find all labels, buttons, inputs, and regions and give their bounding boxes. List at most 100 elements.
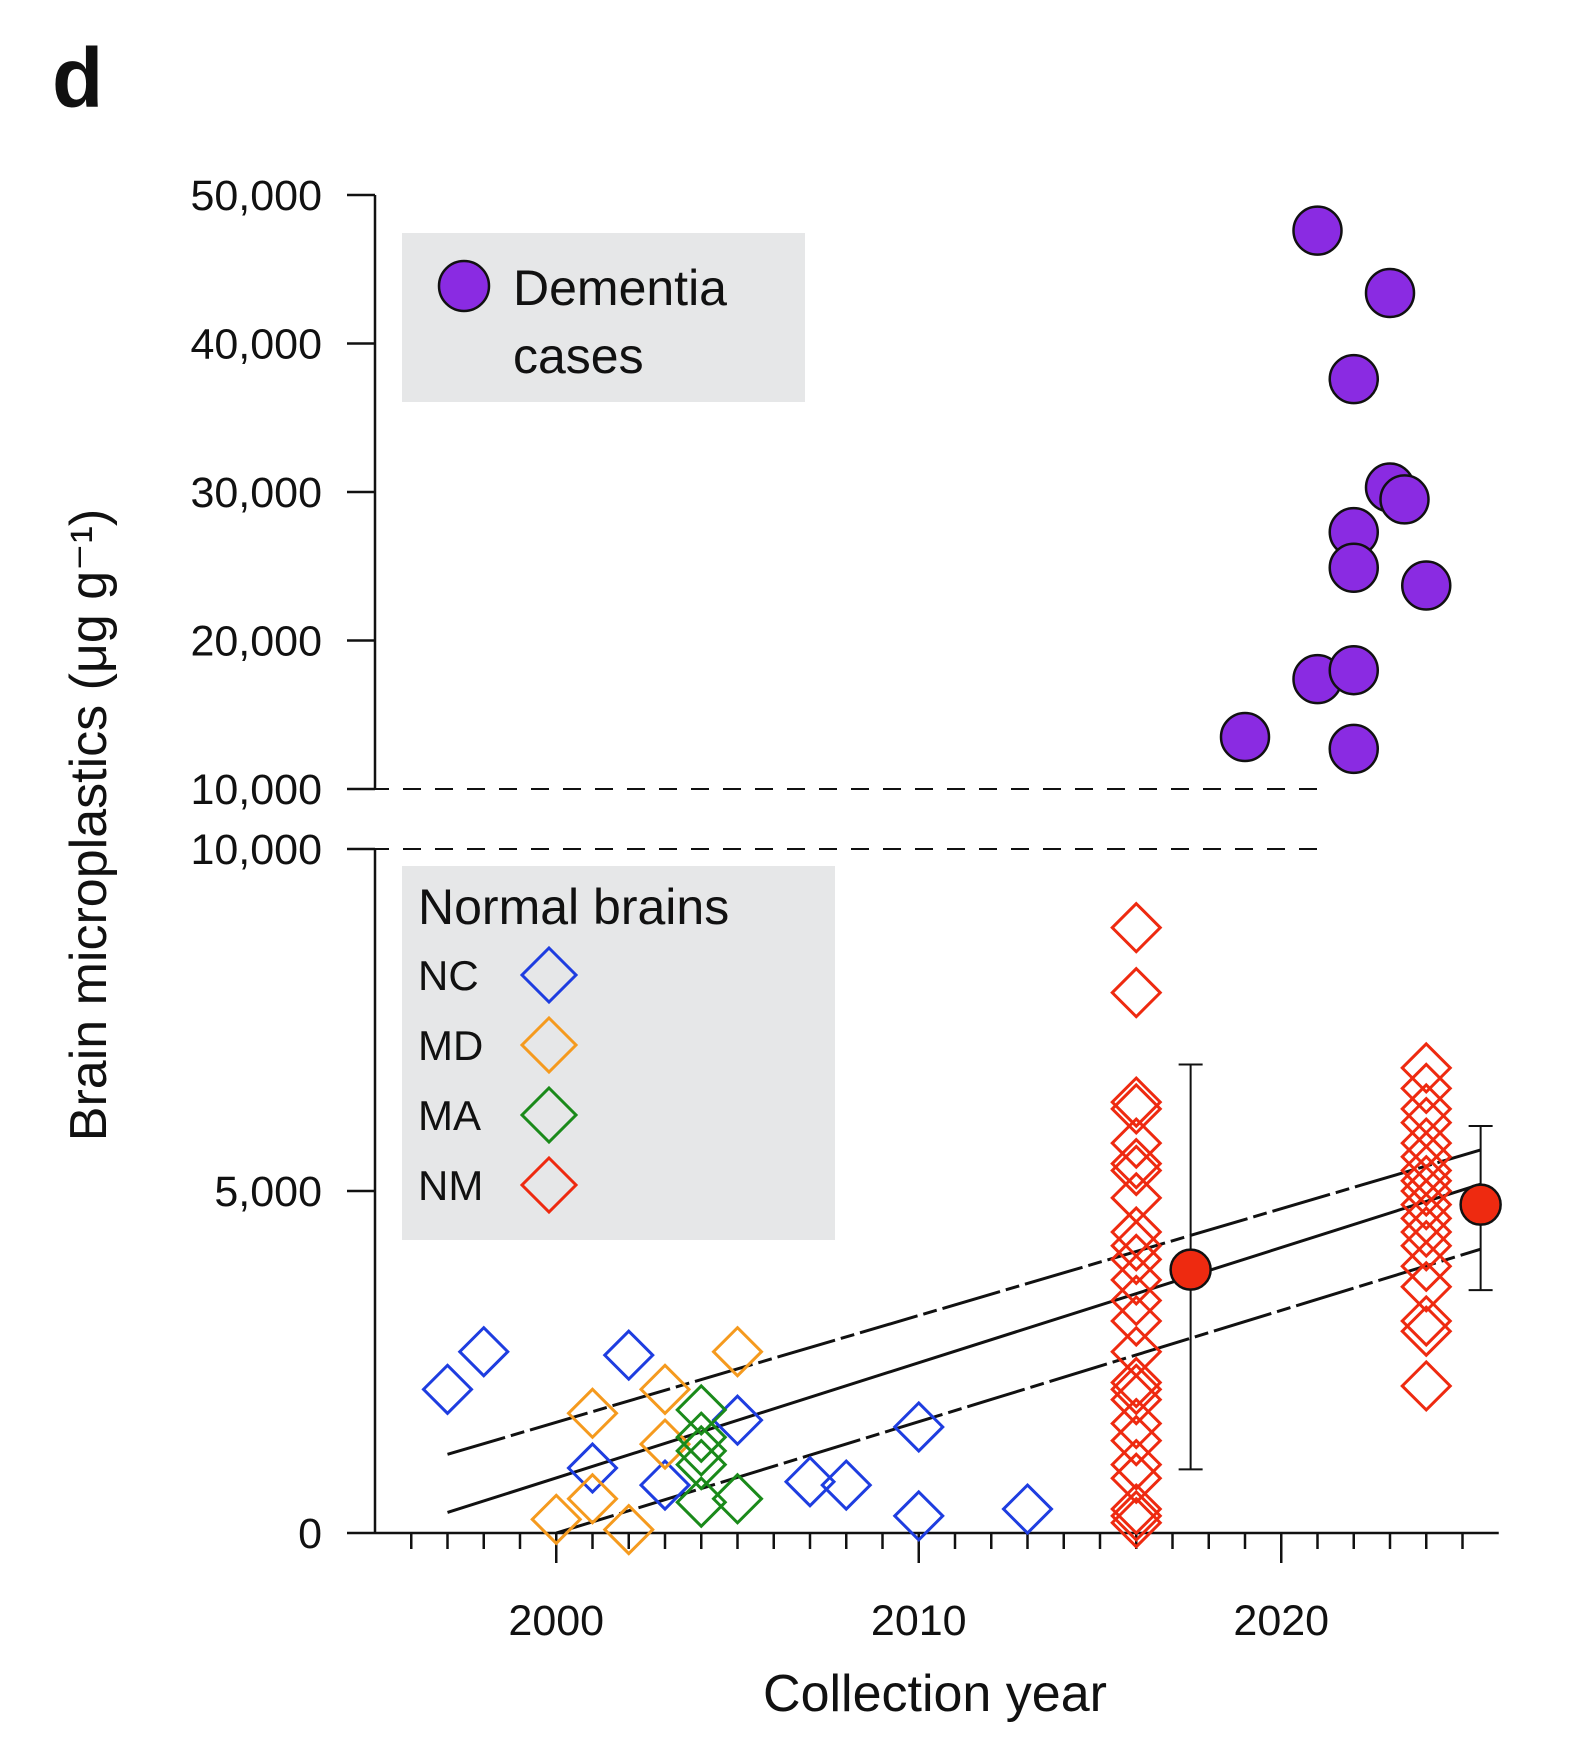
point-nm: [1400, 1041, 1453, 1095]
lower-y-tick-label: 5,000: [214, 1168, 322, 1216]
point-md: [566, 1472, 619, 1525]
point-nm: [1110, 901, 1163, 954]
point-ma: [675, 1424, 728, 1478]
point-nc: [602, 1329, 655, 1382]
point-nm: [1400, 1294, 1453, 1348]
legend-marker-nc: [519, 945, 579, 1005]
point-dementia-case: [1379, 474, 1430, 525]
point-ma: [675, 1438, 728, 1491]
point-nm: [1400, 1096, 1453, 1149]
normal-brains-legend-title: Normal brains: [418, 879, 729, 935]
point-nm: [1110, 1294, 1163, 1348]
point-nm: [1110, 1452, 1163, 1505]
upper-y-tick-label: 50,000: [190, 172, 322, 220]
point-md: [530, 1493, 583, 1546]
upper-y-tick-label: 10,000: [190, 766, 322, 814]
point-nm: [1400, 1178, 1453, 1231]
point-md: [711, 1325, 764, 1378]
point-nc: [566, 1441, 619, 1495]
point-nm: [1110, 1082, 1163, 1136]
point-nm: [1110, 1219, 1163, 1272]
point-dementia-case: [1401, 560, 1452, 611]
upper-y-tick-label: 20,000: [190, 618, 322, 666]
point-dementia-case: [1328, 723, 1379, 775]
normal-brains-legend-box: [402, 866, 835, 1240]
point-nm: [1110, 1363, 1163, 1416]
point-nm: [1110, 1233, 1163, 1286]
point-ma: [675, 1411, 728, 1464]
x-tick-label: 2010: [871, 1597, 967, 1645]
point-ma: [675, 1383, 728, 1437]
point-nc: [457, 1325, 510, 1378]
normal-brains-legend: Normal brains NC MD MA NM: [402, 866, 835, 1240]
legend-label-ma: MA: [418, 1092, 481, 1139]
legend-marker-md: [519, 1015, 579, 1075]
mean-point-nm-mean-s-d: [1459, 1183, 1502, 1226]
point-nm: [1110, 1205, 1163, 1259]
panel-letter: d: [52, 31, 103, 125]
point-nm: [1110, 966, 1163, 1019]
point-nm: [1400, 1219, 1453, 1272]
legend-label-md: MD: [418, 1022, 483, 1069]
dementia-legend: Dementia cases: [402, 233, 805, 402]
point-nc: [820, 1458, 873, 1512]
x-tick-label: 2020: [1233, 1597, 1329, 1645]
dementia-legend-label: Dementia cases: [513, 260, 727, 384]
y-axis-title: Brain microplastics (μg g⁻¹): [60, 509, 118, 1141]
point-nm: [1110, 1397, 1163, 1450]
lower-y-tick-label: 0: [298, 1510, 322, 1558]
point-dementia-case: [1328, 353, 1379, 405]
point-nm: [1110, 1144, 1163, 1197]
point-md: [638, 1363, 692, 1416]
point-dementia-case: [1219, 711, 1271, 763]
point-nm: [1110, 1137, 1163, 1190]
point-dementia-case: [1364, 267, 1416, 319]
point-nm: [1110, 1171, 1163, 1224]
point-nm: [1400, 1164, 1453, 1218]
point-dementia-case: [1292, 205, 1343, 256]
point-nm: [1110, 1438, 1163, 1491]
x-tick-label: 2000: [508, 1597, 604, 1645]
point-nm: [1110, 1253, 1163, 1307]
point-nm: [1110, 1496, 1163, 1549]
point-nc: [783, 1455, 837, 1508]
point-nc: [892, 1489, 945, 1543]
legend-label-nm: NM: [418, 1162, 483, 1209]
point-nm: [1400, 1154, 1453, 1207]
regression-fit-line: [447, 1182, 1482, 1514]
point-nm: [1110, 1356, 1163, 1409]
point-nm: [1110, 1414, 1163, 1467]
legend-marker-nm: [519, 1155, 579, 1215]
point-md: [602, 1503, 655, 1556]
point-nc: [892, 1400, 945, 1454]
mean-point-nm-mean-s-d: [1169, 1248, 1212, 1291]
legend-marker-ma: [519, 1085, 579, 1145]
point-nm: [1400, 1205, 1453, 1259]
point-md: [638, 1417, 692, 1471]
upper-y-tick-label: 40,000: [190, 321, 322, 369]
point-nc: [421, 1363, 474, 1416]
point-nm: [1400, 1260, 1453, 1313]
point-nm: [1110, 1075, 1163, 1129]
point-nm: [1110, 1482, 1163, 1536]
dementia-legend-marker: [437, 259, 491, 313]
point-md: [566, 1387, 619, 1440]
point-nm: [1400, 1305, 1453, 1358]
point-nm: [1110, 1325, 1163, 1378]
point-ma: [711, 1472, 764, 1525]
point-dementia-case: [1328, 644, 1379, 696]
point-nm: [1400, 1240, 1453, 1293]
point-nm: [1110, 1373, 1163, 1426]
lower-y-tick-label: 10,000: [190, 826, 322, 874]
upper-y-tick-label: 30,000: [190, 469, 322, 517]
legend-label-nc: NC: [418, 952, 479, 999]
point-nm: [1110, 1489, 1163, 1543]
point-nc: [1001, 1482, 1054, 1536]
x-axis-title: Collection year: [763, 1665, 1107, 1723]
point-nm: [1400, 1359, 1453, 1413]
point-nm: [1400, 1062, 1453, 1115]
point-nm: [1110, 1274, 1163, 1327]
point-dementia-case: [1328, 542, 1379, 593]
regression-ci-upper-line: [447, 1148, 1482, 1456]
